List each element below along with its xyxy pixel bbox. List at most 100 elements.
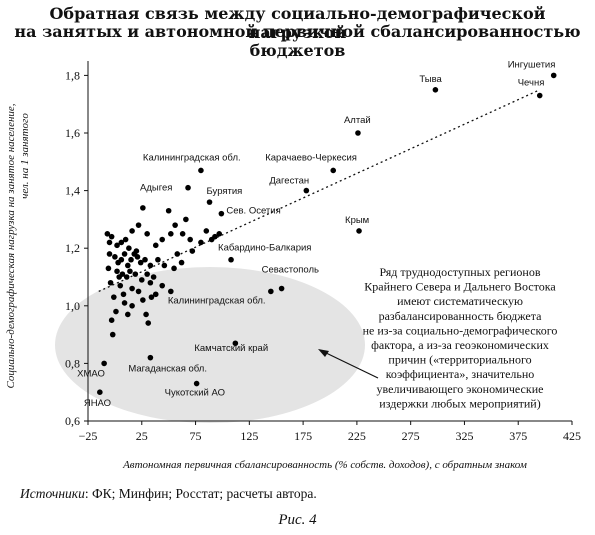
point-label: Сев. Осетия: [226, 206, 280, 217]
data-point: [114, 268, 120, 275]
data-point: [111, 294, 117, 300]
data-point: [161, 262, 168, 269]
data-point: [172, 222, 178, 228]
data-point: [148, 294, 155, 300]
data-point: [129, 228, 135, 234]
data-point: [124, 262, 131, 269]
data-point: [278, 285, 285, 292]
data-point: [178, 259, 185, 266]
x-tick-label: 175: [294, 429, 312, 443]
annotation-arrow: [321, 350, 379, 379]
trend-line: [98, 89, 541, 292]
data-point: [355, 130, 361, 136]
data-point: [137, 259, 144, 266]
data-point: [183, 216, 189, 223]
data-point: [142, 256, 148, 263]
annotation-line: не из-за социально-демографического: [363, 323, 558, 337]
data-point: [330, 167, 337, 174]
data-point: [171, 265, 177, 272]
y-tick-label: 1,4: [65, 184, 80, 198]
data-point: [133, 248, 140, 254]
data-point: [147, 354, 154, 361]
point-label: Карачаево-Черкесия: [265, 152, 357, 163]
annotation-line: издержки любых мероприятий): [379, 396, 540, 410]
figure-caption: Рис. 4: [278, 512, 317, 528]
data-point: [108, 317, 115, 324]
annotation-arrowhead: [318, 349, 329, 357]
data-point: [122, 236, 129, 243]
data-point: [145, 320, 152, 326]
y-tick-label: 1,6: [65, 126, 80, 140]
x-tick-label: −25: [79, 429, 98, 443]
data-point: [121, 251, 128, 257]
data-point: [114, 242, 120, 249]
data-point: [185, 184, 191, 191]
y-axis-title-line-1: Социально-демографическая нагрузка на за…: [5, 103, 17, 388]
data-point: [550, 72, 557, 79]
data-point: [120, 291, 127, 298]
point-label: Севастополь: [262, 265, 319, 276]
x-tick-label: 325: [455, 429, 473, 443]
data-point: [228, 256, 234, 263]
data-point: [116, 274, 122, 280]
data-point: [150, 274, 157, 280]
point-label: Алтай: [344, 115, 371, 126]
point-label: Дагестан: [269, 176, 309, 187]
point-label: Калининградская обл.: [143, 152, 241, 163]
data-point: [155, 256, 161, 263]
data-point: [132, 271, 139, 277]
data-point: [144, 271, 150, 277]
data-point: [203, 228, 210, 234]
data-point: [168, 288, 174, 295]
point-label: Адыгея: [140, 183, 172, 194]
data-point: [356, 228, 362, 234]
source-label: Источники: [20, 486, 85, 501]
x-tick-label: 225: [348, 429, 366, 443]
data-point: [159, 282, 166, 289]
x-tick-label: 425: [563, 429, 581, 443]
y-axis-title-line-2: чел. на 1 занятого: [19, 113, 31, 199]
data-point: [129, 285, 135, 292]
point-label: Кабардино-Балкария: [218, 243, 311, 254]
data-point: [117, 282, 124, 289]
data-point: [128, 256, 134, 263]
data-point: [152, 242, 159, 249]
data-point: [135, 288, 142, 295]
data-point: [105, 265, 112, 272]
annotation-line: Ряд труднодоступных регионов: [380, 265, 541, 279]
annotation-line: увеличивающего экономические: [377, 382, 544, 396]
source-text: : ФК; Минфин; Росстат; расчеты автора.: [84, 486, 317, 501]
data-point: [124, 311, 131, 318]
data-point: [159, 236, 166, 243]
chart-title-line-1: Обратная связь между социально-демографи…: [49, 4, 546, 42]
annotation-line: фактора, а из-за геоэкономических: [371, 338, 549, 352]
data-point: [121, 300, 128, 306]
data-point: [268, 288, 274, 295]
point-label: Бурятия: [207, 186, 243, 197]
data-point: [198, 167, 204, 174]
data-point: [109, 331, 116, 338]
data-point: [113, 308, 119, 315]
x-tick-label: 375: [509, 429, 527, 443]
x-tick-label: 125: [240, 429, 258, 443]
data-point: [144, 231, 150, 237]
point-label: Чукотский АО: [165, 388, 225, 399]
x-axis-title: Автономная первичная сбалансированность …: [122, 459, 527, 471]
point-label: Калининградская обл.: [168, 295, 266, 306]
data-point: [108, 233, 115, 240]
data-point: [303, 187, 310, 194]
point-label: Ингушетия: [508, 59, 556, 70]
data-point: [187, 236, 193, 243]
y-tick-label: 1,2: [65, 241, 80, 255]
data-point: [218, 210, 225, 217]
x-tick-label: 25: [136, 429, 148, 443]
point-label: Камчатский край: [194, 343, 268, 354]
data-point: [138, 277, 145, 283]
annotation-line: имеют систематическую: [397, 294, 523, 308]
data-point: [101, 360, 107, 367]
data-point: [126, 245, 132, 251]
data-point: [106, 251, 113, 257]
data-point: [179, 231, 186, 237]
annotation-line: Крайнего Севера и Дальнего Востока: [364, 280, 556, 294]
